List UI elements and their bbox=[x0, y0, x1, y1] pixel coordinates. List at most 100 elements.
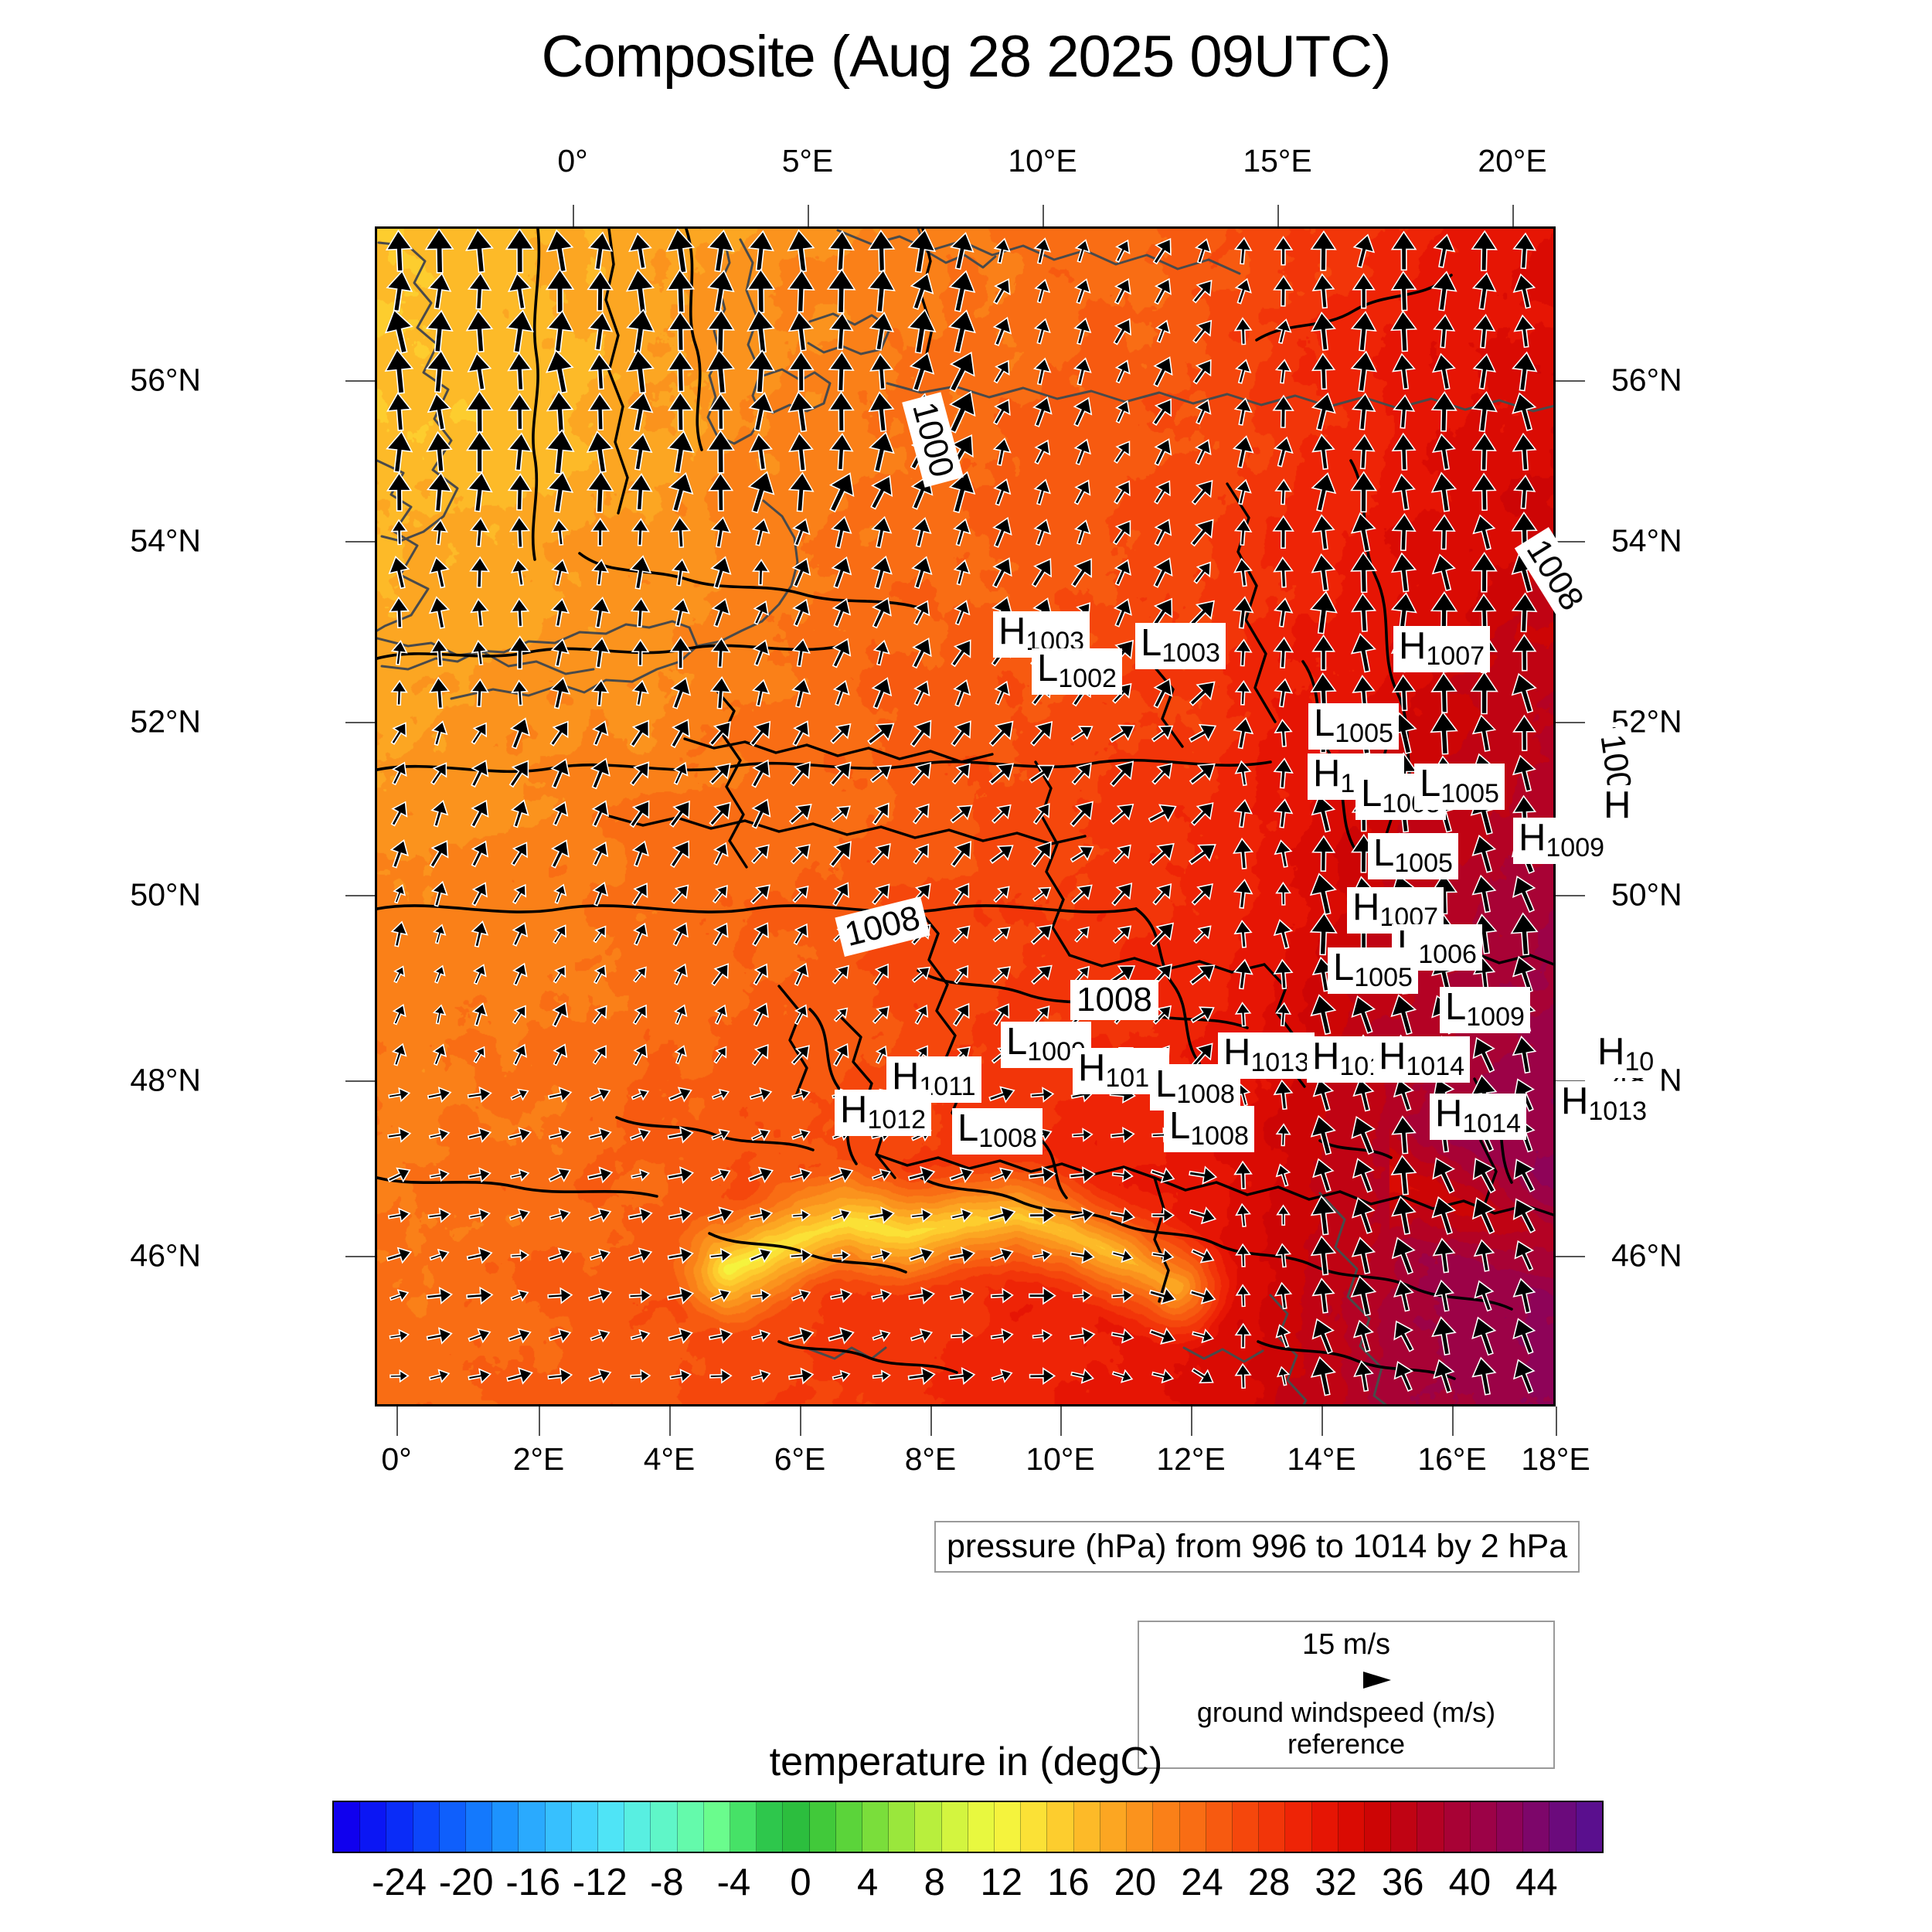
wind-arrow-icon bbox=[1273, 274, 1294, 307]
wind-arrow-icon bbox=[706, 269, 735, 313]
wind-arrow-icon bbox=[425, 349, 454, 393]
wind-arrow-icon bbox=[1149, 842, 1175, 866]
wind-arrow-icon bbox=[512, 962, 528, 986]
wind-arrow-icon bbox=[787, 229, 815, 273]
wind-arrow-icon bbox=[1195, 399, 1212, 425]
wind-arrow-icon bbox=[1233, 920, 1253, 948]
pressure-center-type: H bbox=[1352, 886, 1380, 928]
wind-arrow-icon bbox=[545, 268, 575, 314]
wind-arrow-icon bbox=[466, 1247, 493, 1264]
wind-arrow-icon bbox=[993, 478, 1012, 506]
lon-tick-bottom: 16°E bbox=[1417, 1441, 1487, 1477]
pressure-center-type: H bbox=[892, 1056, 920, 1097]
pressure-center-type: H bbox=[1597, 1031, 1625, 1073]
wind-arrow-icon bbox=[791, 1288, 811, 1303]
wind-arrow-icon bbox=[628, 472, 653, 511]
wind-arrow-icon bbox=[1274, 597, 1294, 628]
wind-arrow-icon bbox=[913, 600, 930, 626]
wind-arrow-icon bbox=[991, 804, 1012, 825]
wind-arrow-icon bbox=[747, 471, 775, 514]
wind-arrow-icon bbox=[1391, 1196, 1417, 1236]
wind-arrow-icon bbox=[868, 1206, 896, 1224]
wind-arrow-icon bbox=[832, 882, 849, 906]
wind-arrow-icon bbox=[1391, 1236, 1416, 1275]
wind-arrow-icon bbox=[826, 268, 856, 314]
wind-arrow-icon bbox=[470, 799, 489, 828]
wind-arrow-icon bbox=[911, 556, 933, 590]
wind-arrow-icon bbox=[993, 1003, 1010, 1026]
wind-arrow-icon bbox=[473, 1046, 485, 1064]
wind-arrow-icon bbox=[1351, 995, 1376, 1034]
wind-arrow-icon bbox=[632, 1004, 648, 1026]
wind-arrow-icon bbox=[467, 352, 492, 391]
colorbar-cell bbox=[360, 1802, 387, 1852]
wind-arrow-icon bbox=[1513, 1158, 1536, 1193]
colorbar-tick: 40 bbox=[1448, 1862, 1492, 1903]
wind-arrow-icon bbox=[1472, 353, 1496, 390]
lat-tickmark-right bbox=[1556, 1256, 1585, 1257]
wind-arrow-icon bbox=[1274, 678, 1294, 708]
wind-arrow-icon bbox=[1350, 350, 1378, 393]
wind-arrow-icon bbox=[914, 1004, 929, 1026]
wind-arrow-icon bbox=[751, 759, 770, 788]
wind-arrow-icon bbox=[1350, 551, 1378, 594]
lon-tick-bottom: 10°E bbox=[1026, 1441, 1095, 1477]
wind-arrow-icon bbox=[1274, 1281, 1293, 1310]
wind-arrow-icon bbox=[1512, 875, 1536, 913]
wind-arrow-icon bbox=[828, 230, 855, 271]
pressure-center-value: 1013 bbox=[1588, 1097, 1648, 1126]
wind-arrow-icon bbox=[751, 798, 771, 829]
colorbar[interactable] bbox=[332, 1801, 1604, 1853]
wind-arrow-icon bbox=[1234, 478, 1252, 505]
wind-arrow-icon bbox=[870, 842, 891, 866]
wind-arrow-icon bbox=[1311, 794, 1336, 833]
lon-tick-bottom: 2°E bbox=[512, 1441, 565, 1477]
wind-arrow-icon bbox=[907, 1366, 936, 1386]
wind-arrow-icon bbox=[1190, 519, 1214, 547]
map-panel[interactable] bbox=[375, 226, 1556, 1406]
wind-arrow-icon bbox=[831, 556, 852, 589]
wind-arrow-icon bbox=[1193, 561, 1212, 584]
wind-arrow-icon bbox=[990, 1167, 1014, 1183]
wind-arrow-icon bbox=[911, 966, 931, 984]
wind-arrow-icon bbox=[1512, 1277, 1536, 1314]
wind-arrow-icon bbox=[750, 844, 770, 865]
wind-arrow-icon bbox=[428, 676, 451, 709]
wind-arrow-icon bbox=[951, 1328, 974, 1344]
wind-arrow-icon bbox=[1070, 1247, 1095, 1264]
wind-arrow-icon bbox=[828, 311, 854, 351]
wind-arrow-icon bbox=[430, 799, 449, 828]
wind-arrow-icon bbox=[749, 1247, 773, 1264]
pressure-center-value: 1008 bbox=[978, 1124, 1037, 1153]
wind-arrow-icon bbox=[912, 637, 932, 669]
wind-arrow-icon bbox=[467, 1086, 492, 1104]
wind-arrow-icon bbox=[753, 1002, 769, 1027]
wind-arrow-icon bbox=[669, 1369, 692, 1384]
page-title: Composite (Aug 28 2025 09UTC) bbox=[541, 24, 1392, 90]
wind-arrow-icon bbox=[1151, 1247, 1175, 1264]
wind-arrow-icon bbox=[1275, 1324, 1291, 1349]
wind-arrow-icon bbox=[1191, 883, 1213, 906]
wind-arrow-icon bbox=[1351, 592, 1377, 632]
wind-arrow-icon bbox=[1153, 678, 1173, 709]
wind-arrow-icon bbox=[949, 1167, 975, 1183]
pressure-center-value: 1014 bbox=[1406, 1052, 1465, 1081]
wind-arrow-icon bbox=[792, 598, 811, 628]
wind-arrow-icon bbox=[1471, 390, 1498, 433]
wind-arrow-icon bbox=[390, 801, 408, 827]
wind-arrow-icon bbox=[1069, 1327, 1096, 1345]
wind-arrow-icon bbox=[673, 761, 689, 785]
wind-arrow-icon bbox=[1391, 432, 1417, 471]
wind-arrow-icon bbox=[505, 309, 534, 353]
wind-arrow-icon bbox=[590, 757, 611, 790]
border-be-fr bbox=[607, 815, 1087, 845]
wind-arrow-icon bbox=[832, 1369, 851, 1383]
wind-arrow-icon bbox=[1072, 1288, 1093, 1303]
wind-arrow-icon bbox=[669, 635, 692, 669]
wind-arrow-icon bbox=[872, 883, 890, 906]
colorbar-tick: 16 bbox=[1047, 1862, 1090, 1903]
wind-arrow-icon bbox=[509, 1168, 530, 1182]
pressure-center-type: H bbox=[1561, 1080, 1589, 1122]
wind-arrow-icon bbox=[546, 229, 574, 273]
wind-arrow-icon bbox=[390, 920, 408, 947]
